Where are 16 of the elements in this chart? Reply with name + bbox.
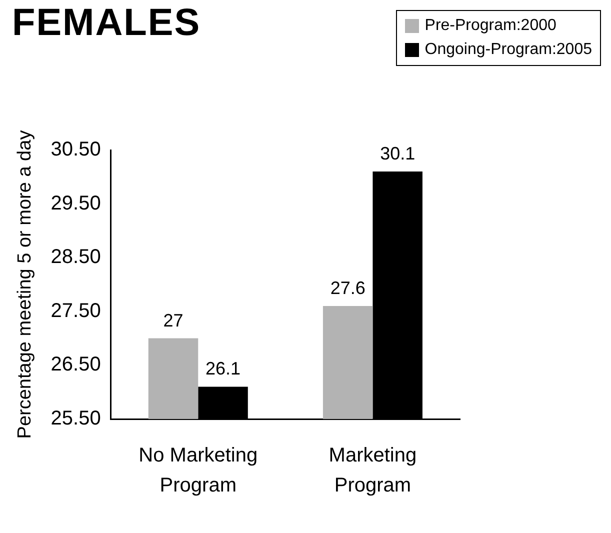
y-tick-label: 30.50 xyxy=(50,138,101,161)
y-tick-label: 26.50 xyxy=(50,354,101,376)
data-label: 26.1 xyxy=(205,358,241,379)
y-tick-label: 25.50 xyxy=(50,408,101,430)
y-tick-label: 29.50 xyxy=(50,192,101,214)
data-label: 30.1 xyxy=(380,143,416,164)
legend-label: Ongoing-Program:2005 xyxy=(424,41,592,59)
y-tick-label: 27.50 xyxy=(50,300,101,322)
data-label: 27.6 xyxy=(330,278,366,298)
legend-label: Pre-Program:2000 xyxy=(424,17,556,35)
x-tick-label: No Marketing Program xyxy=(138,444,258,497)
y-tick-label: 28.50 xyxy=(50,246,101,268)
y-axis-title: Percentage meeting 5 or more a day xyxy=(14,130,36,439)
chart-title: FEMALES xyxy=(12,2,201,45)
data-label: 27 xyxy=(163,310,184,330)
x-tick-label: Marketing Program xyxy=(328,444,417,497)
